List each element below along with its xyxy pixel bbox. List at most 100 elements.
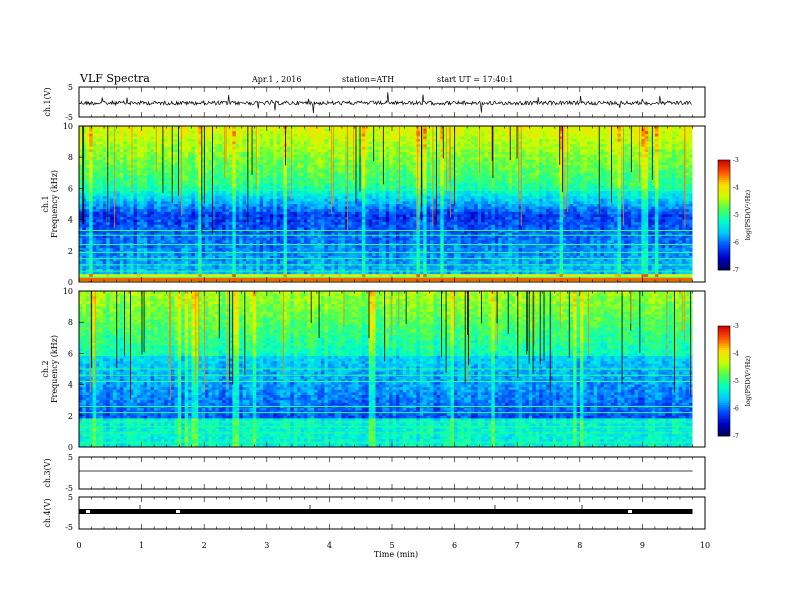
- spectrogram-cell: [140, 139, 145, 142]
- spectrogram-cell: [494, 149, 499, 153]
- spectrogram-cell: [573, 154, 577, 158]
- spectrogram-cell: [99, 191, 104, 194]
- spectrogram-cell: [280, 175, 284, 179]
- spectrogram-cell: [320, 170, 325, 174]
- spectrogram-cell: [573, 133, 577, 137]
- spectrogram-cell: [675, 146, 680, 150]
- spectrogram-cell: [566, 149, 571, 153]
- spectrogram-cell: [164, 193, 169, 197]
- spectrogram-cell: [464, 183, 468, 187]
- spectrogram-cell: [675, 185, 680, 189]
- spectrogram-cell: [607, 139, 612, 142]
- spectrogram-cell: [494, 178, 499, 181]
- spectrogram-cell: [603, 146, 608, 150]
- spectrogram-cell: [651, 193, 656, 197]
- spectrogram-cell: [426, 149, 431, 153]
- spectrogram-cell: [518, 180, 523, 184]
- spectrogram-cell: [631, 185, 635, 189]
- spectrogram-cell: [426, 141, 431, 145]
- spectrogram-cell: [113, 193, 117, 197]
- spectrogram-cell: [290, 157, 295, 161]
- spectrogram-cell: [399, 178, 404, 181]
- spectrogram-cell: [672, 126, 676, 129]
- spectrogram-cell: [539, 193, 543, 197]
- spectrogram-cell: [402, 185, 407, 189]
- spectrogram-cell: [194, 139, 199, 142]
- spectrogram-cell: [515, 191, 520, 194]
- spectrogram-cell: [583, 167, 588, 171]
- spectrogram-cell: [644, 157, 649, 161]
- spectrogram-cell: [423, 191, 428, 194]
- spectrogram-cell: [566, 159, 571, 163]
- spectrogram-cell: [297, 162, 301, 166]
- spectrogram-cell: [324, 131, 329, 135]
- spectrogram-cell: [440, 141, 445, 145]
- spectrogram-cell: [450, 141, 455, 145]
- spectrogram-cell: [320, 144, 325, 148]
- spectrogram-cell: [600, 183, 605, 187]
- spectrogram-cell: [511, 185, 516, 189]
- spectrogram-cell: [549, 126, 554, 129]
- spectrogram-cell: [556, 144, 560, 148]
- spectrogram-cell: [433, 149, 438, 153]
- spectrogram-cell: [119, 139, 124, 142]
- spectrogram-cell: [143, 139, 148, 142]
- spectrogram-cell: [205, 154, 209, 158]
- spectrogram-cell: [348, 183, 353, 187]
- spectrogram-cell: [576, 152, 581, 155]
- spectrogram-cell: [416, 180, 421, 184]
- spectrogram-cell: [426, 178, 431, 181]
- spectrogram-cell: [460, 165, 465, 168]
- spectrogram-cell: [205, 180, 209, 184]
- spectrogram-cell: [460, 170, 465, 174]
- spectrogram-cell: [525, 193, 530, 197]
- spectrogram-cell: [610, 152, 615, 155]
- spectrogram-cell: [389, 146, 393, 150]
- spectrogram-cell: [92, 133, 97, 137]
- spectrogram-cell: [672, 141, 676, 145]
- spectrogram-cell: [198, 131, 203, 135]
- spectrogram-cell: [631, 159, 635, 163]
- spectrogram-cell: [590, 159, 595, 163]
- spectrogram-cell: [634, 133, 639, 137]
- spectrogram-cell: [525, 165, 530, 168]
- spectrogram-cell: [689, 133, 693, 137]
- spectrogram-cell: [576, 136, 581, 140]
- spectrogram-cell: [215, 139, 220, 142]
- spectrogram-cell: [675, 193, 680, 197]
- spectrogram-cell: [505, 146, 509, 150]
- spectrogram-cell: [426, 154, 431, 158]
- spectrogram-cell: [556, 172, 560, 176]
- spectrogram-cell: [689, 136, 693, 140]
- spectrogram-cell: [658, 126, 663, 129]
- spectrogram-cell: [317, 154, 322, 158]
- spectrogram-cell: [297, 159, 301, 163]
- spectrogram-cell: [276, 170, 281, 174]
- spectrogram-cell: [641, 141, 646, 145]
- spectrogram-cell: [310, 162, 315, 166]
- spectrogram-cell: [256, 167, 261, 171]
- spectrogram-cell: [433, 172, 438, 176]
- spectrogram-cell: [501, 178, 506, 181]
- spectrogram-cell: [392, 172, 397, 176]
- spectrogram-cell: [535, 157, 540, 161]
- spectrogram-cell: [171, 126, 175, 129]
- spectrogram-cell: [539, 172, 543, 176]
- spectrogram-cell: [402, 159, 407, 163]
- spectrogram-cell: [539, 133, 543, 137]
- spectrogram-cell: [525, 157, 530, 161]
- spectrogram-cell: [208, 167, 213, 171]
- spectrogram-cell: [317, 172, 322, 176]
- spectrogram-cell: [184, 193, 189, 197]
- spectrogram-cell: [99, 185, 104, 189]
- spectrogram-cell: [460, 167, 465, 171]
- spectrogram-cell: [126, 162, 131, 166]
- spectrogram-cell: [675, 128, 680, 132]
- spectrogram-cell: [307, 191, 312, 194]
- spectrogram-cell: [205, 152, 209, 155]
- spectrogram-cell: [232, 157, 237, 161]
- spectrogram-cell: [96, 141, 100, 145]
- spectrogram-cell: [109, 183, 114, 187]
- spectrogram-cell: [194, 136, 199, 140]
- spectrogram-cell: [126, 193, 131, 197]
